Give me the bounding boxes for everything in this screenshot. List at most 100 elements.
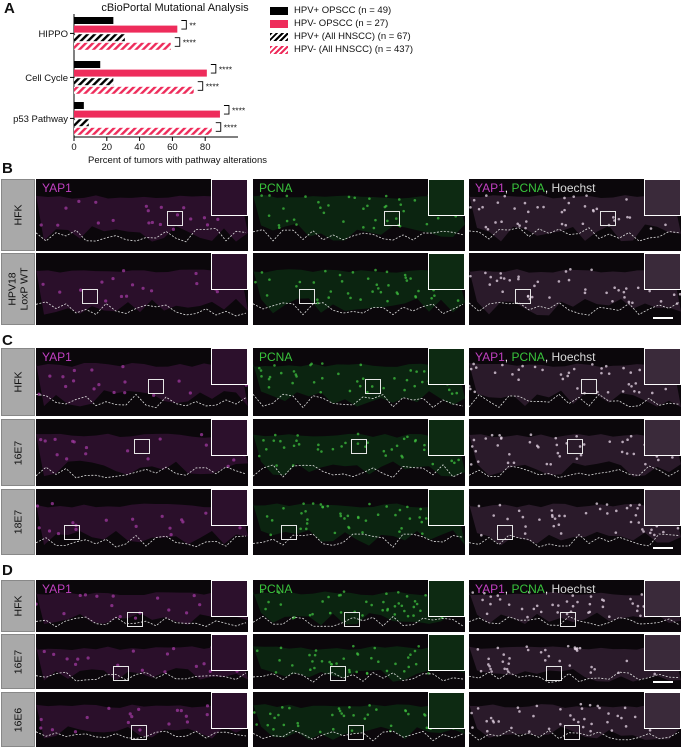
row-label: HFK — [1, 580, 35, 632]
tissue-image — [36, 502, 248, 548]
inset-zoom — [644, 489, 681, 526]
sig-bracket-0-1 — [174, 37, 181, 47]
row-label-text: 16E7 — [12, 649, 24, 674]
legend-swatch — [270, 19, 288, 28]
legend-label: HPV- (All HNSCC) (n = 437) — [294, 44, 414, 55]
merge-label-part: , — [544, 350, 552, 364]
micrograph-pcna: PCNA — [253, 348, 465, 416]
roi-box — [563, 725, 580, 740]
channel-label: YAP1, PCNA, Hoechst — [475, 582, 596, 596]
roi-box — [496, 525, 513, 541]
tissue-image — [469, 433, 681, 478]
tissue-image — [253, 432, 465, 478]
micrograph-merge — [469, 489, 681, 555]
inset-zoom — [211, 489, 248, 526]
inset-zoom — [428, 692, 465, 729]
inset-zoom — [428, 580, 465, 617]
inset-zoom — [211, 692, 248, 729]
roi-box — [330, 665, 347, 681]
legend-label: HPV- OPSCC (n = 27) — [294, 18, 389, 29]
merge-label-part: , — [544, 582, 552, 596]
micrograph-merge — [469, 634, 681, 689]
micrograph-pcna — [253, 692, 465, 747]
bar-2-2 — [74, 119, 89, 127]
channel-label: YAP1 — [42, 350, 72, 364]
legend-item: HPV- (All HNSCC) (n = 437) — [270, 43, 413, 56]
row-label-text: HPV18 LoxP WT — [6, 267, 31, 311]
channel-label: YAP1, PCNA, Hoechst — [475, 350, 596, 364]
inset-zoom — [428, 179, 465, 216]
legend-swatch — [270, 45, 288, 54]
tissue-image — [253, 362, 465, 409]
channel-label: YAP1, PCNA, Hoechst — [475, 181, 596, 195]
inset-zoom — [428, 634, 465, 671]
roi-box — [599, 211, 616, 227]
row-label: 18E7 — [1, 489, 35, 555]
sig-label-0-1: **** — [183, 38, 197, 48]
x-axis-label: Percent of tumors with pathway alteratio… — [88, 155, 268, 166]
micrograph-yap1: YAP1 — [36, 580, 248, 632]
bar-0-3 — [74, 42, 171, 50]
row-label-text: 18E7 — [12, 509, 24, 535]
row-label-text: 16E6 — [12, 707, 24, 732]
micrograph-pcna — [253, 489, 465, 555]
sig-label-2-1: **** — [224, 123, 238, 133]
scale-bar — [653, 317, 673, 319]
panel-label-a: A — [4, 0, 15, 17]
inset-zoom — [211, 179, 248, 216]
tissue-image — [36, 645, 248, 682]
roi-box — [567, 439, 584, 455]
inset-zoom — [428, 253, 465, 290]
roi-box — [113, 665, 130, 681]
row-label: HFK — [1, 179, 35, 251]
micrograph-yap1: YAP1 — [36, 179, 248, 251]
inset-zoom — [644, 253, 681, 290]
tissue-image — [469, 502, 681, 548]
category-label-2: p53 Pathway — [13, 114, 68, 125]
row-label: 16E7 — [1, 634, 35, 689]
category-label-0: HIPPO — [38, 29, 68, 40]
roi-box — [515, 289, 532, 304]
roi-box — [130, 725, 147, 740]
roi-box — [299, 289, 316, 304]
tissue-image — [36, 362, 248, 409]
merge-label-part: PCNA — [511, 582, 545, 596]
merge-label-part: , — [544, 181, 552, 195]
row-label: HFK — [1, 348, 35, 416]
merge-label-part: Hoechst — [551, 582, 596, 596]
bar-0-1 — [74, 25, 178, 33]
merge-label-part: YAP1 — [475, 350, 505, 364]
roi-box — [127, 612, 144, 628]
inset-zoom — [211, 348, 248, 385]
micrograph-pcna — [253, 634, 465, 689]
bar-1-0 — [74, 61, 101, 68]
micrograph-yap1 — [36, 419, 248, 486]
tissue-image — [253, 703, 465, 742]
roi-box — [347, 725, 364, 740]
micrograph-pcna — [253, 253, 465, 325]
sig-label-1-0: **** — [219, 64, 233, 74]
bar-2-1 — [74, 110, 220, 118]
legend-swatch — [270, 6, 288, 15]
tissue-image — [469, 194, 681, 242]
roi-box — [134, 439, 151, 455]
merge-label-part: PCNA — [511, 350, 545, 364]
chart-title: cBioPortal Mutational Analysis — [101, 2, 249, 14]
sig-label-2-0: **** — [232, 105, 246, 115]
merge-label-part: YAP1 — [475, 582, 505, 596]
legend-item: HPV- OPSCC (n = 27) — [270, 17, 413, 30]
sig-label-1-1: **** — [206, 82, 220, 92]
sig-bracket-2-0 — [223, 105, 230, 115]
channel-label: PCNA — [259, 350, 293, 364]
legend-item: HPV+ (All HNSCC) (n = 67) — [270, 30, 413, 43]
roi-box — [82, 289, 99, 304]
roi-box — [560, 612, 577, 628]
roi-box — [280, 525, 297, 541]
roi-box — [580, 378, 597, 394]
bar-2-0 — [74, 102, 84, 109]
micrograph-pcna — [253, 419, 465, 486]
legend-label: HPV+ OPSCC (n = 49) — [294, 5, 392, 16]
sig-bracket-1-1 — [197, 81, 204, 91]
inset-zoom — [644, 634, 681, 671]
bar-1-1 — [74, 69, 207, 77]
